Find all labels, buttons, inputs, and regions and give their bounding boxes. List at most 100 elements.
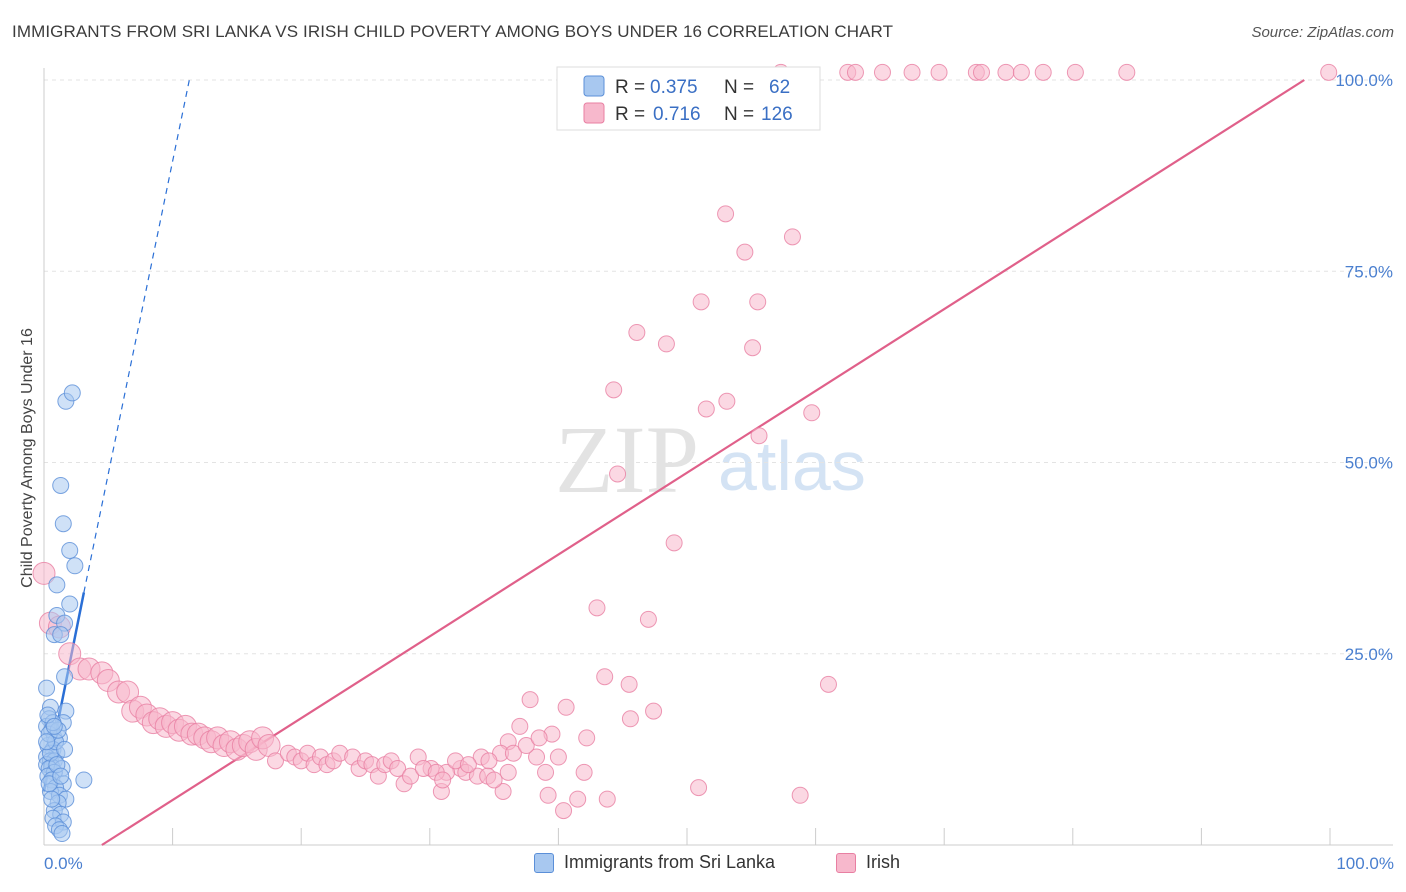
legend-n-value-sri-lanka: 62: [769, 77, 790, 98]
point-irish-43: [528, 748, 546, 766]
point-irish-112: [389, 760, 407, 777]
point-irish-5: [930, 63, 948, 81]
series-legend-item-sri-lanka: Immigrants from Sri Lanka: [534, 852, 775, 873]
point-irish-119: [459, 756, 477, 774]
point-irish-19: [628, 323, 646, 341]
series-legend-label-irish: Irish: [866, 852, 901, 872]
legend-n-label-irish: N =: [724, 104, 754, 125]
point-sri-lanka-34: [75, 771, 93, 789]
point-sri-lanka-11: [52, 626, 70, 644]
point-irish-95: [266, 752, 284, 770]
point-sri-lanka-3: [54, 515, 72, 533]
trend-line-irish: [101, 79, 1305, 846]
legend-r-label-irish: R =: [615, 104, 645, 125]
point-irish-3: [873, 63, 891, 81]
trend-line-sri-lanka-extrapolated: [83, 79, 190, 593]
point-sri-lanka-55: [56, 740, 74, 758]
point-irish-123: [517, 737, 535, 755]
point-sri-lanka-48: [53, 825, 71, 843]
point-irish-7: [972, 63, 990, 81]
point-irish-59: [598, 790, 616, 808]
point-sri-lanka-12: [56, 668, 74, 686]
legend-swatch-sri-lanka: [583, 75, 605, 97]
point-irish-45: [480, 752, 498, 770]
y-tick-label-75: 75.0%: [1345, 262, 1393, 281]
point-irish-117: [434, 771, 452, 789]
legend-r-value-irish: 0.716: [653, 104, 701, 125]
point-irish-35: [557, 698, 575, 716]
series-legend-item-irish: Irish: [836, 852, 900, 873]
point-irish-125: [549, 748, 567, 766]
chart-source: Source: ZipAtlas.com: [1251, 24, 1394, 41]
point-irish-17: [692, 293, 710, 311]
point-sri-lanka-5: [66, 557, 84, 575]
point-irish-12: [1118, 63, 1136, 81]
point-irish-15: [736, 243, 754, 261]
point-irish-8: [997, 63, 1015, 81]
legend-r-label-sri-lanka: R =: [615, 77, 645, 98]
point-irish-22: [605, 381, 623, 399]
point-irish-29: [588, 599, 606, 617]
legend-r-value-sri-lanka: 0.375: [650, 77, 698, 98]
series-legend: Immigrants from Sri Lanka Irish: [0, 852, 1406, 878]
point-irish-27: [609, 465, 627, 483]
point-irish-114: [402, 767, 420, 785]
chart-title: IMMIGRANTS FROM SRI LANKA VS IRISH CHILD…: [12, 22, 894, 41]
point-irish-53: [537, 763, 555, 781]
point-sri-lanka-61: [45, 717, 63, 735]
point-irish-57: [539, 786, 557, 804]
point-irish-36: [645, 702, 663, 720]
y-tick-label-100: 100.0%: [1335, 71, 1393, 90]
series-legend-swatch-irish: [836, 852, 856, 873]
y-tick-labels: 100.0% 75.0% 50.0% 25.0%: [1335, 71, 1393, 664]
point-irish-24: [697, 400, 715, 418]
point-sri-lanka-2: [52, 476, 70, 494]
point-irish-26: [750, 427, 768, 445]
point-irish-9: [1012, 63, 1030, 81]
point-irish-33: [819, 675, 837, 693]
point-irish-62: [555, 802, 573, 820]
point-irish-34: [521, 691, 539, 709]
series-legend-label-sri-lanka: Immigrants from Sri Lanka: [564, 852, 776, 872]
point-irish-4: [903, 63, 921, 81]
y-tick-label-25: 25.0%: [1345, 645, 1393, 664]
point-irish-63: [32, 561, 56, 585]
watermark-atlas: atlas: [718, 427, 866, 505]
point-irish-60: [690, 779, 708, 797]
legend-n-value-irish: 126: [761, 104, 793, 125]
point-irish-13: [1320, 63, 1338, 81]
point-irish-23: [718, 392, 736, 410]
point-irish-2: [846, 63, 864, 81]
point-sri-lanka-59: [52, 767, 70, 785]
point-irish-32: [620, 675, 638, 693]
point-sri-lanka-1: [63, 384, 81, 402]
point-sri-lanka-4: [61, 541, 79, 559]
point-irish-30: [639, 610, 657, 628]
point-irish-38: [511, 717, 529, 735]
legend-swatch-irish: [583, 102, 605, 124]
point-irish-122: [504, 744, 522, 762]
x-tick-label-max: 100.0%: [1336, 854, 1394, 873]
point-irish-25: [803, 404, 821, 422]
point-irish-55: [494, 782, 512, 800]
point-sri-lanka-6: [48, 576, 66, 594]
point-irish-37: [621, 710, 639, 728]
point-irish-10: [1034, 63, 1052, 81]
x-tick-labels: 0.0% 100.0%: [44, 854, 1394, 873]
point-irish-58: [569, 790, 587, 808]
legend-n-label-sri-lanka: N =: [724, 77, 754, 98]
point-irish-18: [749, 293, 767, 311]
point-sri-lanka-7: [61, 595, 79, 613]
grid: [44, 79, 1393, 655]
point-irish-61: [791, 786, 809, 804]
point-sri-lanka-13: [38, 679, 56, 697]
point-sri-lanka-60: [38, 733, 56, 751]
point-irish-52: [499, 763, 517, 781]
point-irish-20: [657, 335, 675, 353]
series-legend-swatch-sri-lanka: [534, 852, 554, 873]
point-irish-11: [1066, 63, 1084, 81]
point-irish-14: [717, 205, 735, 223]
point-irish-40: [578, 729, 596, 747]
point-irish-16: [783, 228, 801, 246]
